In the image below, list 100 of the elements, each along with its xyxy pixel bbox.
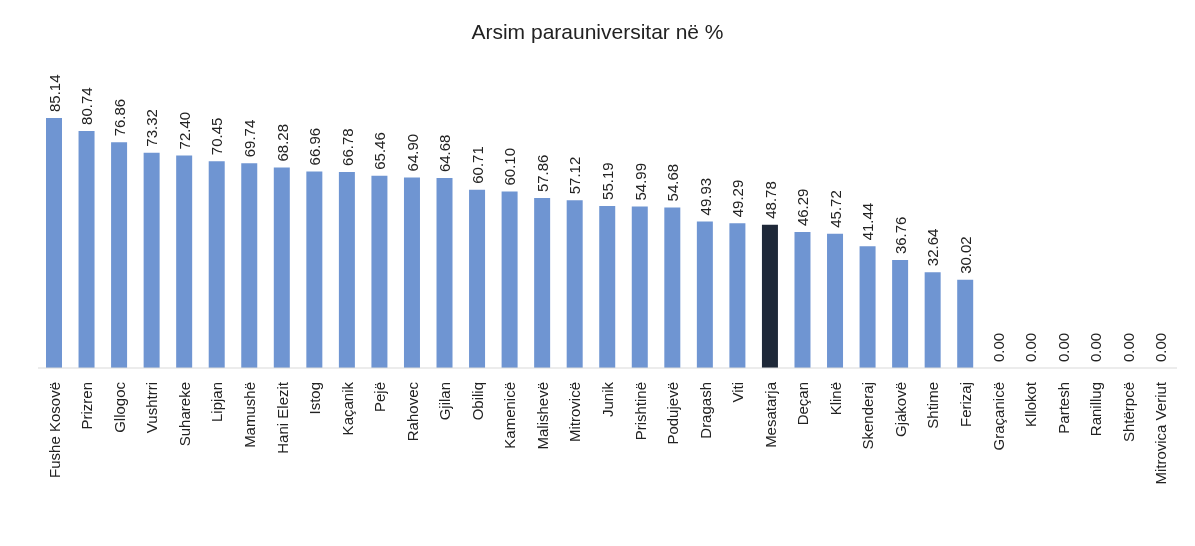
data-label: 64.90 (403, 133, 421, 172)
x-tick-label: Junik (599, 381, 616, 418)
data-label: 72.40 (175, 111, 193, 150)
chart-title: Arsim parauniversitar në % (470, 20, 725, 44)
bar (957, 279, 974, 368)
x-tick-label: Kllokot (1022, 381, 1040, 428)
x-tick-label: Mitrovica Veriut (1152, 381, 1170, 485)
data-label: 49.29 (729, 179, 747, 218)
data-label: 57.86 (533, 154, 551, 193)
x-tick-label: Prishtinë (631, 382, 649, 441)
data-label: 54.68 (664, 163, 682, 202)
x-tick-label: Skenderaj (859, 382, 877, 450)
bar (501, 191, 518, 368)
x-tick-label: Mamushë (241, 382, 259, 448)
data-label: 36.76 (891, 216, 909, 255)
bar (469, 189, 486, 368)
data-label: 65.46 (371, 132, 389, 170)
x-tick-label: Suhareke (175, 382, 193, 447)
data-label: 0.00 (1022, 332, 1040, 362)
data-label: 57.12 (566, 156, 584, 195)
bar (436, 178, 453, 368)
data-label: 41.44 (859, 202, 877, 241)
x-tick-label: Mesatarja (761, 381, 779, 448)
data-label: 69.74 (241, 119, 259, 158)
data-label: 68.28 (273, 123, 291, 162)
bar (306, 171, 323, 368)
x-tick-label: Istog (306, 382, 324, 415)
bar (631, 206, 648, 368)
data-label: 30.02 (956, 236, 974, 274)
data-label: 66.78 (338, 128, 356, 166)
x-tick-label: Gjakovë (891, 382, 909, 438)
x-tick-label: Vushtrri (143, 382, 161, 434)
bar (176, 155, 193, 368)
data-label: 85.14 (45, 74, 63, 112)
bar (729, 223, 746, 368)
data-label: 70.45 (208, 117, 226, 156)
bar (241, 163, 258, 368)
x-tick-label: Kamenicë (501, 382, 519, 449)
bar (371, 175, 388, 368)
bar (599, 205, 616, 368)
x-tick-label: Ranillug (1087, 382, 1105, 437)
bar (111, 142, 128, 368)
x-tick-label: Lipjan (208, 382, 226, 423)
x-tick-label: Fushe Kosovë (45, 382, 63, 478)
x-tick-label: Rahovec (403, 381, 421, 442)
bar (403, 177, 420, 368)
bar (696, 221, 713, 368)
x-tick-label: Obiliq (468, 382, 486, 421)
data-label: 60.71 (468, 146, 486, 184)
bar (208, 161, 225, 368)
x-tick-label: Gllogoc (110, 381, 128, 433)
bar (892, 260, 909, 368)
data-label: 0.00 (1087, 332, 1105, 362)
x-tick-label: Viti (729, 382, 747, 403)
x-tick-label: Hani Elezit (273, 381, 291, 454)
bar (827, 233, 844, 368)
x-tick-label: Dragash (696, 382, 714, 439)
data-label: 49.93 (696, 177, 714, 216)
x-tick-label: Malishevë (533, 382, 551, 450)
bar (78, 130, 95, 368)
bar (859, 246, 876, 368)
data-label: 48.78 (761, 181, 779, 219)
x-tick-label: Pejë (371, 382, 389, 413)
x-tick-label: Ferizaj (956, 382, 974, 428)
x-tick-label: Prizren (78, 382, 96, 430)
data-label: 54.99 (631, 162, 649, 201)
data-label: 76.86 (110, 98, 128, 137)
x-tick-label: Mitrovicë (566, 382, 584, 443)
bar (534, 198, 551, 368)
bar (761, 224, 778, 368)
x-tick-label: Shtime (924, 382, 942, 429)
bar (338, 171, 355, 368)
bar (924, 272, 941, 368)
data-label: 0.00 (1054, 332, 1072, 362)
bar (664, 207, 681, 368)
x-tick-label: Deçan (794, 382, 812, 426)
x-tick-label: Kaçanik (338, 381, 356, 436)
data-label: 73.32 (143, 109, 161, 147)
data-label: 64.68 (436, 134, 454, 173)
data-label: 32.64 (924, 228, 942, 267)
data-label: 0.00 (989, 332, 1007, 362)
x-tick-label: Partesh (1054, 382, 1072, 434)
bar (273, 167, 290, 368)
data-label: 80.74 (78, 87, 96, 125)
x-tick-label: Graçanicë (989, 382, 1007, 451)
data-label: 60.10 (501, 147, 519, 186)
x-tick-label: Shtërpcë (1119, 382, 1137, 443)
data-label: 0.00 (1119, 332, 1137, 362)
x-tick-label: Gjilan (436, 382, 454, 421)
bar (794, 232, 811, 368)
data-label: 66.96 (306, 127, 324, 166)
data-label: 0.00 (1152, 332, 1170, 362)
bar (566, 200, 583, 368)
x-tick-label: Podujevë (664, 382, 682, 445)
bar (143, 152, 160, 368)
data-label: 55.19 (599, 162, 616, 200)
data-label: 46.29 (794, 188, 812, 227)
data-label: 45.72 (826, 190, 844, 228)
x-tick-label: Klinë (826, 382, 844, 416)
bar (46, 118, 62, 368)
